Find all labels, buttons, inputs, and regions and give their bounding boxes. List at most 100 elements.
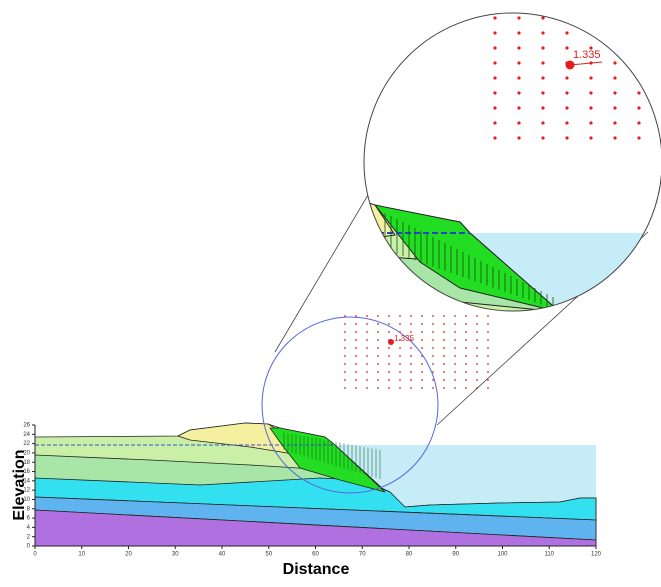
grid-point (377, 355, 379, 357)
grid-point (432, 387, 434, 389)
grid-point (399, 323, 401, 325)
grid-point (355, 387, 357, 389)
y-tick-label: 14 (23, 478, 30, 484)
grid-point (476, 363, 478, 365)
grid-point (454, 347, 456, 349)
y-tick-label: 10 (23, 497, 30, 503)
grid-point (454, 379, 456, 381)
grid-point (465, 371, 467, 373)
grid-point (476, 355, 478, 357)
grid-point (421, 379, 423, 381)
grid-point (517, 61, 520, 64)
grid-point (613, 31, 616, 34)
grid-point (377, 331, 379, 333)
grid-point (613, 91, 616, 94)
grid-point (443, 355, 445, 357)
grid-point (637, 136, 640, 139)
grid-point (493, 16, 496, 19)
grid-point (355, 347, 357, 349)
grid-point (377, 339, 379, 341)
grid-point (377, 363, 379, 365)
grid-point (589, 16, 592, 19)
grid-point (487, 315, 489, 317)
grid-point (541, 61, 544, 64)
grid-point (613, 136, 616, 139)
grid-point (421, 371, 423, 373)
grid-point (454, 323, 456, 325)
grid-point (399, 387, 401, 389)
grid-point (565, 106, 568, 109)
grid-point (454, 331, 456, 333)
grid-point (388, 387, 390, 389)
grid-point (443, 347, 445, 349)
grid-point (399, 347, 401, 349)
y-tick-label: 24 (23, 432, 30, 438)
grid-point (377, 387, 379, 389)
grid-point (432, 363, 434, 365)
grid-point (344, 355, 346, 357)
grid-point (454, 363, 456, 365)
y-tick-label: 26 (23, 423, 30, 429)
grid-point (443, 315, 445, 317)
grid-point (355, 379, 357, 381)
grid-point (454, 339, 456, 341)
grid-point (565, 91, 568, 94)
grid-point (454, 355, 456, 357)
x-tick-label: 30 (172, 552, 179, 558)
x-tick-label: 100 (497, 552, 508, 558)
grid-point (355, 339, 357, 341)
grid-point (443, 331, 445, 333)
grid-point (421, 363, 423, 365)
y-tick-label: 20 (23, 451, 30, 457)
y-tick-label: 8 (27, 506, 31, 512)
grid-point (421, 339, 423, 341)
grid-point (388, 331, 390, 333)
grid-point (443, 323, 445, 325)
grid-point (432, 331, 434, 333)
grid-point (344, 387, 346, 389)
grid-point (366, 347, 368, 349)
grid-point (399, 379, 401, 381)
grid-point (377, 379, 379, 381)
grid-point (410, 387, 412, 389)
grid-point (637, 76, 640, 79)
grid-point (613, 76, 616, 79)
grid-point (589, 76, 592, 79)
grid-point (465, 387, 467, 389)
grid-point (355, 331, 357, 333)
grid-point (421, 331, 423, 333)
grid-point (517, 31, 520, 34)
y-tick-label: 0 (27, 544, 31, 550)
fos-label: 1.335 (573, 49, 601, 61)
grid-point (388, 355, 390, 357)
fos-label: 1.335 (394, 334, 415, 343)
grid-point (493, 136, 496, 139)
grid-point (541, 31, 544, 34)
grid-point (541, 91, 544, 94)
grid-point (443, 379, 445, 381)
grid-point (421, 387, 423, 389)
grid-point (493, 46, 496, 49)
grid-point (465, 331, 467, 333)
y-tick-label: 22 (23, 441, 30, 447)
grid-point (443, 339, 445, 341)
grid-point (366, 355, 368, 357)
grid-point (589, 136, 592, 139)
grid-point (493, 106, 496, 109)
grid-point (613, 106, 616, 109)
grid-point (366, 339, 368, 341)
grid-point (517, 16, 520, 19)
grid-point (637, 61, 640, 64)
grid-point (487, 347, 489, 349)
grid-point (465, 363, 467, 365)
grid-point (487, 323, 489, 325)
grid-point (465, 315, 467, 317)
grid-point (432, 355, 434, 357)
grid-point (517, 106, 520, 109)
grid-point (476, 339, 478, 341)
grid-point (493, 61, 496, 64)
grid-point (476, 347, 478, 349)
grid-point (344, 363, 346, 365)
grid-point (613, 61, 616, 64)
grid-point (465, 355, 467, 357)
